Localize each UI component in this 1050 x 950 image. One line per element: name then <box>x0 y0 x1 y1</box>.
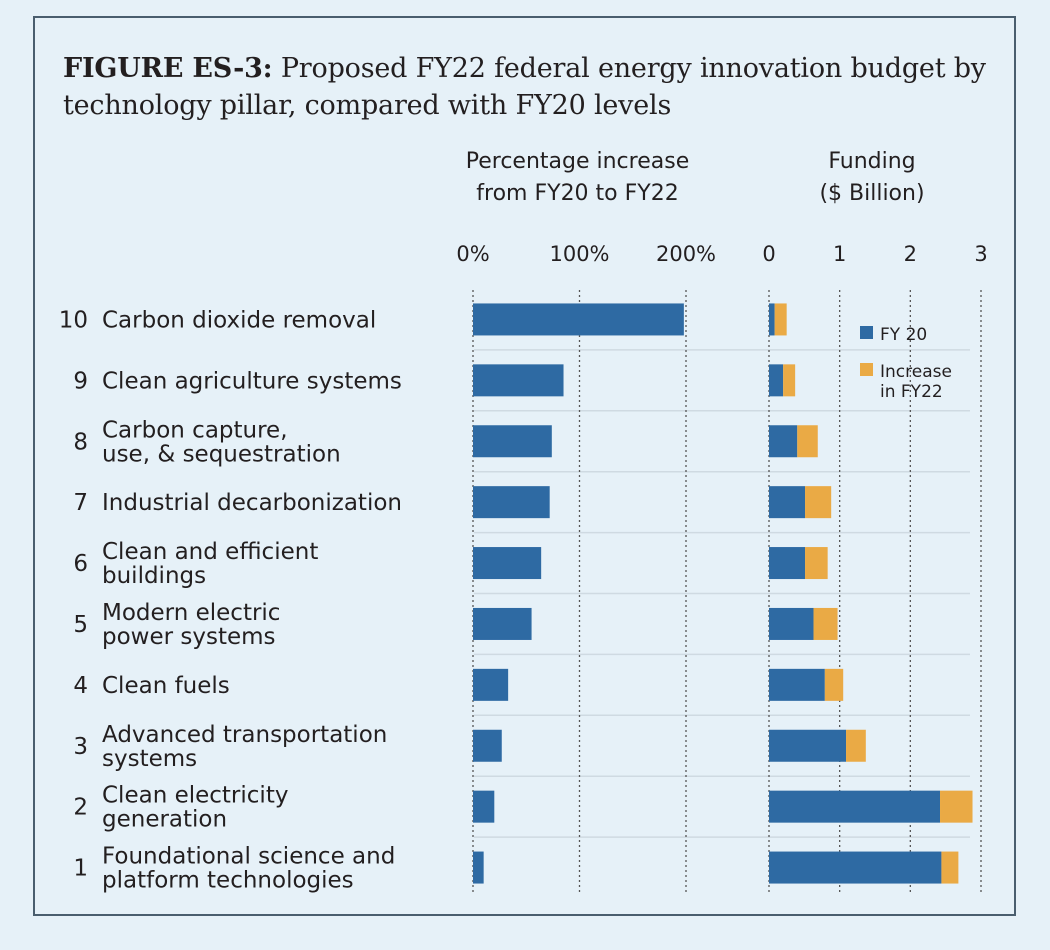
pillar-number: 4 <box>73 673 88 699</box>
funding-panel-title: Funding ($ Billion) <box>752 146 992 210</box>
pillar-label: platform technologies <box>102 868 354 894</box>
legend-label: Increase <box>880 362 952 382</box>
pillar-number: 5 <box>73 612 88 638</box>
pct-increase-bar <box>473 364 564 397</box>
pillar-label: Carbon dioxide removal <box>102 307 376 333</box>
pillar-number: 8 <box>73 429 88 455</box>
pillar-label: Clean electricity <box>102 783 288 809</box>
pillar-number: 10 <box>59 307 88 333</box>
pct-increase-bar <box>473 851 484 884</box>
pillar-label: generation <box>102 807 227 833</box>
increase-fy22-bar <box>805 486 832 519</box>
figure-label: FIGURE ES-3: <box>63 53 273 84</box>
increase-fy22-bar <box>941 851 959 884</box>
legend-swatch <box>860 326 873 339</box>
increase-fy22-bar <box>813 607 838 640</box>
pillar-label: Clean and efficient <box>102 539 318 565</box>
increase-fy22-bar <box>940 790 973 823</box>
funding-tick-label: 2 <box>904 242 917 266</box>
pct-panel-title: Percentage increase from FY20 to FY22 <box>430 146 725 210</box>
funding-panel-title-line: ($ Billion) <box>819 181 925 206</box>
pct-tick-label: 200% <box>656 242 716 266</box>
pct-tick-label: 100% <box>549 242 609 266</box>
funding-panel-title-line: Funding <box>828 149 916 174</box>
pillar-number: 2 <box>73 795 88 821</box>
pillar-label: Industrial decarbonization <box>102 490 402 516</box>
pillar-number: 9 <box>73 368 88 394</box>
fy20-funding-bar <box>769 668 825 701</box>
fy20-funding-bar <box>769 364 784 397</box>
pct-increase-bar <box>473 425 552 458</box>
pct-panel-title-line: Percentage increase <box>465 149 690 174</box>
pillar-label: Clean fuels <box>102 673 230 699</box>
pillar-label: power systems <box>102 624 276 650</box>
pillar-label: Carbon capture, <box>102 417 288 443</box>
pillar-label: buildings <box>102 563 206 589</box>
pillar-number: 6 <box>73 551 88 577</box>
pillar-label: Foundational science and <box>102 844 395 870</box>
pct-increase-bar <box>473 729 502 762</box>
fy20-funding-bar <box>769 303 775 336</box>
pct-increase-bar <box>473 486 550 519</box>
pillar-label: Advanced transportation <box>102 722 387 748</box>
figure-title-text: Proposed FY22 federal energy innovation … <box>63 53 986 121</box>
pct-tick-label: 0% <box>456 242 489 266</box>
pct-increase-bar <box>473 547 542 580</box>
legend-label: FY 20 <box>880 325 927 345</box>
pillar-number: 1 <box>73 856 88 882</box>
fy20-funding-bar <box>769 486 806 519</box>
fy20-funding-bar <box>769 425 798 458</box>
legend-label: in FY22 <box>880 382 943 402</box>
increase-fy22-bar <box>797 425 818 458</box>
pillar-label: Modern electric <box>102 600 280 626</box>
increase-fy22-bar <box>805 547 828 580</box>
pct-increase-bar <box>473 303 684 336</box>
fy20-funding-bar <box>769 607 814 640</box>
increase-fy22-bar <box>846 729 866 762</box>
pillar-number: 3 <box>73 734 88 760</box>
figure-frame <box>33 16 1016 916</box>
pct-increase-bar <box>473 790 495 823</box>
fy20-funding-bar <box>769 851 942 884</box>
fy20-funding-bar <box>769 790 941 823</box>
figure-title: FIGURE ES-3: Proposed FY22 federal energ… <box>63 50 1013 124</box>
funding-tick-label: 0 <box>762 242 775 266</box>
pillar-label: systems <box>102 746 197 772</box>
pillar-number: 7 <box>73 490 88 516</box>
legend-swatch <box>860 363 873 376</box>
fy20-funding-bar <box>769 729 847 762</box>
pillar-label: Clean agriculture systems <box>102 368 402 394</box>
fy20-funding-bar <box>769 547 806 580</box>
increase-fy22-bar <box>824 668 844 701</box>
funding-tick-label: 1 <box>833 242 846 266</box>
pct-increase-bar <box>473 668 509 701</box>
increase-fy22-bar <box>783 364 796 397</box>
increase-fy22-bar <box>774 303 787 336</box>
pct-panel-title-line: from FY20 to FY22 <box>476 181 679 206</box>
funding-tick-label: 3 <box>974 242 987 266</box>
pct-increase-bar <box>473 607 532 640</box>
pillar-label: use, & sequestration <box>102 441 341 467</box>
